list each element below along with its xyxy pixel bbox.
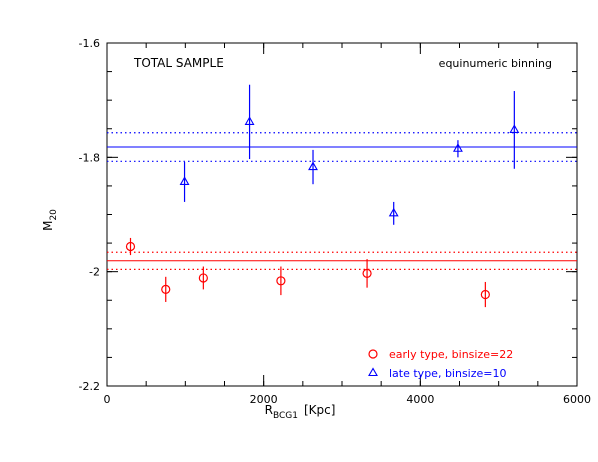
y-axis-label-sub: 20 <box>49 209 59 221</box>
data-point-group <box>161 276 171 302</box>
data-point <box>509 124 520 133</box>
data-point <box>198 273 208 283</box>
data-point <box>179 176 190 185</box>
annotation-top-left: TOTAL SAMPLE <box>133 56 224 70</box>
y-axis-label: M20 <box>41 209 59 231</box>
data-point <box>480 289 490 300</box>
data-point-group <box>198 266 208 290</box>
legend: early type, binsize=22 late type, binsize… <box>368 348 513 380</box>
x-tick-label: 4000 <box>406 393 434 406</box>
data-point <box>368 349 378 359</box>
x-axis-label-unit: [Kpc] <box>304 403 335 417</box>
annotation-top-right: equinumeric binning <box>439 57 552 70</box>
legend-label: early type, binsize=22 <box>389 348 513 361</box>
data-point-group <box>276 266 286 296</box>
data-point <box>276 276 286 286</box>
reference-lines <box>107 132 577 270</box>
y-axis-label-main: M <box>41 221 55 231</box>
x-axis-label: RBCG1 [Kpc] <box>265 403 336 421</box>
data-point-group <box>509 91 520 169</box>
data-point <box>368 367 378 377</box>
legend-label: late type, binsize=10 <box>389 367 507 380</box>
series-layer <box>125 84 520 308</box>
major-ticks <box>106 42 578 387</box>
data-point <box>308 161 318 171</box>
x-tick-label: 6000 <box>563 393 591 406</box>
data-point-group <box>244 84 255 160</box>
data-point-group <box>125 237 136 256</box>
data-point <box>362 268 372 278</box>
x-axis-label-sub: BCG1 <box>273 411 298 421</box>
x-tick-label: 0 <box>104 393 111 406</box>
data-point-group <box>179 161 190 202</box>
y-tick-label: -1.8 <box>79 151 100 164</box>
data-point <box>125 241 136 252</box>
x-tick-label: 2000 <box>250 393 278 406</box>
data-point <box>244 116 255 125</box>
plot-frame <box>106 42 578 387</box>
x-axis-label-main: R <box>265 403 273 417</box>
y-tick-label: -2 <box>89 266 100 279</box>
data-point-group <box>452 140 463 158</box>
data-point-group <box>388 201 399 225</box>
data-point-group <box>480 281 490 308</box>
y-tick-label: -1.6 <box>79 37 100 50</box>
data-point <box>161 284 171 294</box>
data-point <box>452 143 463 152</box>
tick-labels: 0 2000 4000 6000 -2.2 -2 -1.8 -1.6 <box>79 37 591 406</box>
data-point-group <box>362 259 372 288</box>
data-point-group <box>308 149 318 185</box>
data-point <box>388 207 399 217</box>
y-tick-label: -2.2 <box>79 380 100 393</box>
minor-ticks <box>106 42 578 387</box>
